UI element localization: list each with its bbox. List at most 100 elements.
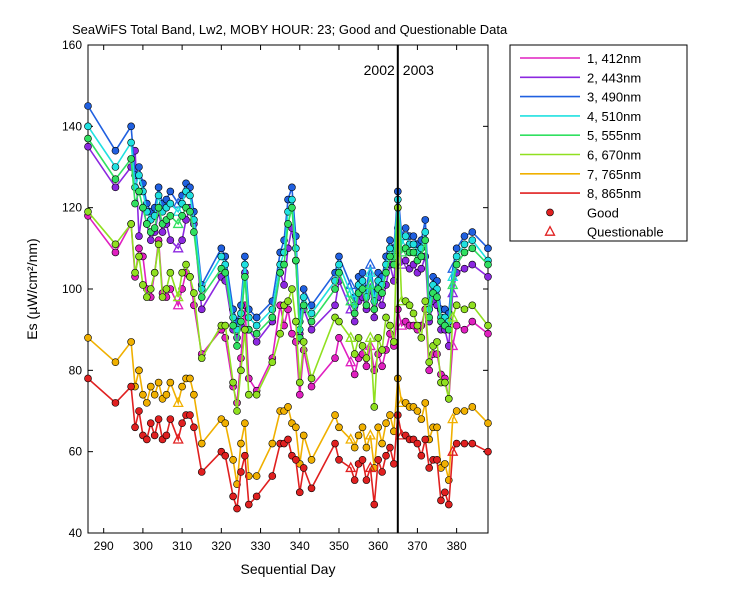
questionable-point	[447, 445, 459, 456]
good-point	[433, 350, 441, 358]
good-point	[413, 321, 422, 330]
good-point	[111, 248, 120, 257]
good-point	[166, 199, 175, 208]
good-point	[84, 102, 92, 110]
good-point	[284, 435, 292, 444]
good-point	[111, 146, 120, 155]
questionable-point	[172, 205, 184, 216]
good-point	[197, 439, 206, 448]
good-point	[484, 447, 492, 456]
good-point	[288, 203, 296, 212]
good-point	[335, 317, 343, 326]
good-point	[413, 439, 422, 448]
good-point	[150, 224, 159, 232]
good-point	[244, 500, 253, 509]
good-point	[135, 244, 143, 253]
good-point	[233, 407, 241, 415]
good-point	[484, 244, 492, 253]
good-point	[335, 260, 343, 269]
good-point	[154, 378, 163, 387]
good-point	[131, 423, 139, 432]
good-point	[417, 451, 426, 460]
good-point	[241, 325, 249, 334]
good-point	[237, 366, 245, 375]
good-point	[190, 390, 198, 399]
questionable-point	[447, 278, 459, 290]
good-point	[358, 423, 367, 432]
good-point	[358, 455, 367, 464]
good-point	[162, 390, 171, 399]
good-point	[244, 390, 253, 399]
good-point	[178, 236, 186, 244]
legend-label: 2, 443nm	[587, 70, 641, 85]
good-point	[186, 272, 194, 281]
questionable-point	[364, 278, 376, 290]
good-point	[288, 329, 296, 338]
good-point	[280, 248, 288, 257]
good-point	[166, 268, 175, 277]
good-point	[460, 305, 469, 314]
good-point	[233, 342, 241, 350]
good-point	[154, 415, 163, 423]
good-point	[111, 399, 120, 407]
good-point	[143, 399, 151, 407]
good-point	[421, 435, 430, 444]
good-point	[374, 333, 382, 342]
good-point	[84, 333, 92, 342]
good-point	[299, 285, 308, 293]
good-point	[166, 212, 175, 220]
good-point	[127, 122, 135, 131]
good-point	[335, 268, 343, 277]
questionable-point	[345, 433, 357, 444]
good-point	[468, 260, 477, 269]
good-point	[111, 183, 120, 192]
good-point	[425, 366, 433, 375]
good-point	[299, 464, 308, 472]
good-point	[150, 268, 159, 277]
good-point	[484, 419, 492, 428]
good-point	[382, 268, 390, 277]
x-tick-label: 290	[94, 539, 114, 553]
questionable-point	[345, 331, 357, 342]
questionable-point	[345, 294, 357, 306]
good-point	[299, 293, 308, 301]
good-point	[468, 228, 477, 236]
good-point	[280, 281, 288, 289]
good-point	[135, 407, 143, 415]
legend-label: 4, 510nm	[587, 109, 641, 124]
good-point	[421, 236, 430, 244]
good-point	[350, 317, 359, 326]
good-point	[362, 362, 371, 371]
good-point	[382, 419, 390, 428]
good-point	[444, 500, 453, 509]
good-point	[378, 468, 386, 476]
good-point	[186, 374, 194, 383]
good-point	[307, 374, 316, 383]
questionable-point	[364, 429, 376, 440]
good-point	[460, 232, 469, 240]
good-point	[386, 244, 394, 253]
legend-label: 6, 670nm	[587, 148, 641, 163]
good-point	[452, 407, 461, 415]
good-point	[84, 134, 92, 143]
legend-label: 1, 412nm	[587, 51, 641, 66]
good-point	[241, 260, 249, 269]
good-point	[386, 411, 394, 419]
good-point	[135, 232, 143, 240]
x-axis-ticks: 290 300 310 320 330 340 350 360 370 380	[94, 45, 467, 553]
good-point	[111, 175, 120, 183]
good-point	[484, 260, 492, 269]
x-tick-label: 380	[447, 539, 467, 553]
good-point	[433, 455, 441, 464]
good-point	[386, 252, 394, 261]
good-point	[452, 439, 461, 448]
x-tick-label: 320	[211, 539, 231, 553]
y-tick-label: 40	[69, 526, 83, 540]
good-point	[417, 264, 426, 273]
y-tick-label: 100	[62, 282, 82, 296]
good-point	[292, 423, 300, 432]
good-point	[197, 354, 206, 362]
good-point	[288, 183, 296, 192]
good-point	[276, 268, 284, 277]
